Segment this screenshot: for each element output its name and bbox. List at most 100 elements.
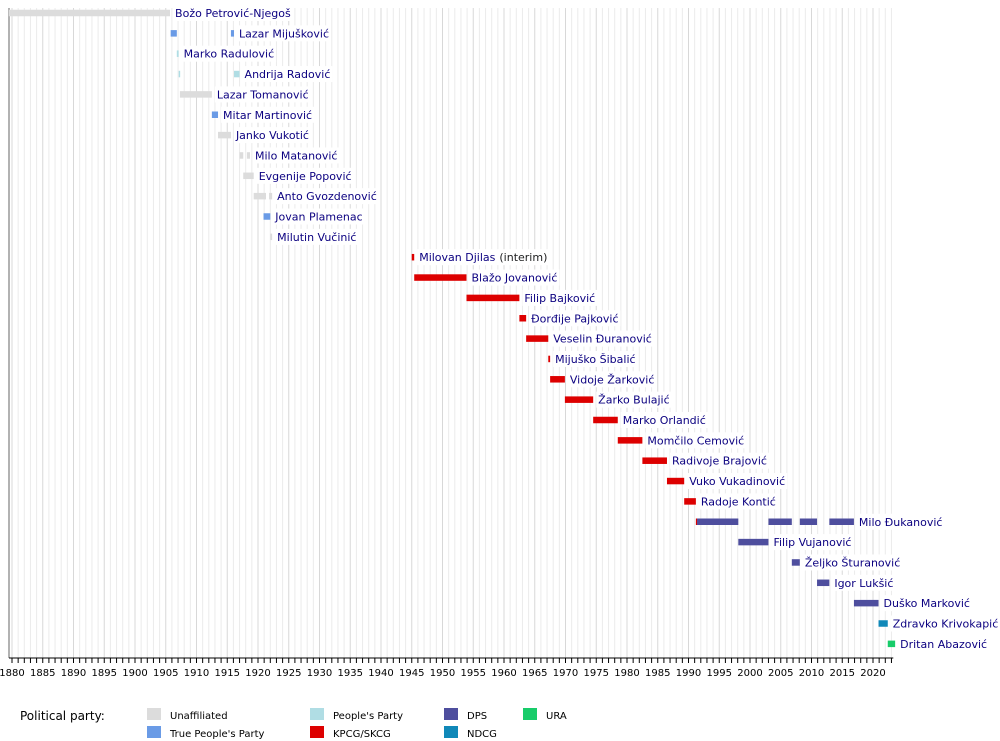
person-name: Zdravko Krivokapić <box>893 618 999 631</box>
label-background <box>253 147 340 164</box>
x-tick-label: 1910 <box>184 668 209 679</box>
label-background <box>242 66 333 83</box>
term-bar <box>548 355 551 363</box>
label-background <box>645 432 747 449</box>
person-name: Milovan Djilas <box>419 251 495 264</box>
label-background <box>567 371 657 388</box>
label-background <box>181 45 277 62</box>
x-tick-label: 1905 <box>153 668 178 679</box>
year-gridlines <box>8 8 892 658</box>
row-label: Zdravko Krivokapić <box>893 618 999 631</box>
term-bar <box>178 70 181 78</box>
label-background <box>522 289 598 306</box>
legend-swatch <box>147 708 161 720</box>
label-background <box>221 106 315 123</box>
term-bar <box>666 477 685 485</box>
person-name: Duško Marković <box>884 597 970 610</box>
person-name: Željko Šturanović <box>805 556 900 569</box>
person-name: Evgenije Popović <box>259 170 352 183</box>
person-name: Đorđije Pajković <box>531 312 618 325</box>
term-bar <box>211 111 219 118</box>
term-bar <box>791 559 800 566</box>
row-label: Jovan Plamenac <box>274 211 362 224</box>
label-background <box>256 167 354 184</box>
x-tick-label: 1885 <box>30 668 55 679</box>
term-bar <box>738 538 769 546</box>
person-name: Jovan Plamenac <box>274 211 362 224</box>
term-bar <box>526 335 549 342</box>
person-name: Mijuško Šibalić <box>555 353 635 366</box>
term-bar <box>887 640 896 648</box>
x-tick-label: 1880 <box>0 668 25 679</box>
label-background <box>881 595 972 612</box>
row-label: Blažo Jovanović <box>471 272 557 285</box>
term-bar <box>243 172 254 180</box>
label-background <box>173 5 294 21</box>
x-tick-label: 1900 <box>122 668 147 679</box>
label-background <box>771 534 854 551</box>
person-name: Lazar Mijušković <box>239 27 329 40</box>
term-bar <box>234 70 240 78</box>
person-name: Anto Gvozdenović <box>277 190 377 203</box>
x-tick-label: 1975 <box>584 668 609 679</box>
term-bar <box>564 396 594 403</box>
row-label: Milo Đukanović <box>859 516 943 529</box>
row-label: Milutin Vučinić <box>277 231 356 244</box>
x-tick-label: 1930 <box>307 668 332 679</box>
person-name: Radivoje Brajović <box>672 455 767 468</box>
person-name: Vuko Vukadinović <box>689 475 785 488</box>
person-name: Filip Vujanović <box>773 536 851 549</box>
row-label: Evgenije Popović <box>259 170 352 183</box>
term-bar <box>878 620 888 627</box>
label-background <box>620 412 708 428</box>
label-background <box>669 452 769 469</box>
term-bar <box>466 294 520 302</box>
row-label: Milovan Djilas (interim) <box>419 251 547 264</box>
legend-label: NDCG <box>467 729 497 740</box>
label-background <box>856 513 945 530</box>
label-background <box>275 228 359 245</box>
person-name: Milutin Vučinić <box>277 231 356 244</box>
row-label: Žarko Bulajić <box>598 394 669 407</box>
label-background <box>890 615 1000 632</box>
row-label: Momčilo Cemović <box>647 434 744 447</box>
x-tick-label: 1920 <box>245 668 270 679</box>
x-tick-label: 1945 <box>399 668 424 679</box>
term-bar <box>593 416 618 424</box>
person-name: Mitar Martinović <box>223 109 312 122</box>
term-bar <box>829 518 854 525</box>
x-tick-label: 1995 <box>707 668 732 679</box>
label-background <box>553 350 638 367</box>
term-bar <box>768 518 792 525</box>
person-name: Andrija Radović <box>245 68 331 81</box>
x-tick-label: 1970 <box>553 668 578 679</box>
row-label: Radoje Kontić <box>701 495 776 508</box>
row-label: Lazar Mijušković <box>239 27 329 40</box>
legend-swatch <box>523 708 537 720</box>
person-name: Radoje Kontić <box>701 495 776 508</box>
term-bar <box>246 152 251 159</box>
row-label: Mijuško Šibalić <box>555 353 635 366</box>
legend-label: DPS <box>467 711 487 722</box>
legend-label: Unaffiliated <box>170 711 228 722</box>
person-name: Igor Lukšić <box>834 577 893 590</box>
label-background <box>551 330 654 347</box>
term-bar <box>170 30 177 37</box>
label-background <box>687 473 788 490</box>
legend-label: URA <box>546 711 567 722</box>
label-background <box>529 310 621 327</box>
row-label: Dritan Abazović <box>900 638 987 651</box>
term-bar <box>817 579 830 587</box>
person-name: Dritan Abazović <box>900 638 987 651</box>
term-bar <box>270 233 273 241</box>
row-label: Veselin Đuranović <box>553 333 652 346</box>
term-bar <box>617 437 643 444</box>
label-background <box>698 493 778 510</box>
legend-swatch <box>310 708 324 720</box>
row-label: Božo Petrović-Njegoš <box>175 7 291 20</box>
person-name: Marko Orlandić <box>623 414 706 427</box>
row-label: Radivoje Brajović <box>672 455 767 468</box>
label-background <box>273 208 366 225</box>
term-bar <box>263 213 271 220</box>
